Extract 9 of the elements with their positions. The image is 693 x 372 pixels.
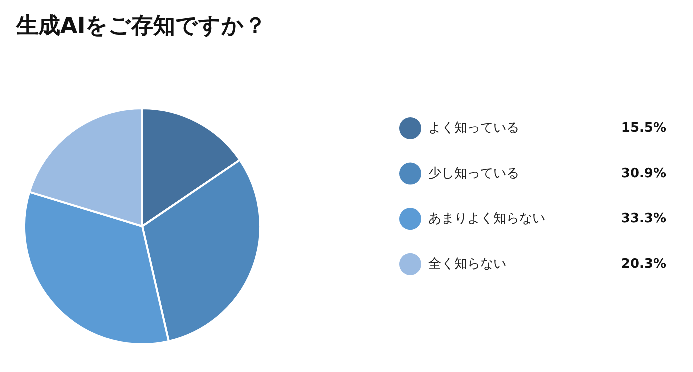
data-label: 20.3% [621,256,667,272]
data-label: 30.9% [621,166,667,182]
legend-label: あまりよく知らない [428,212,546,227]
legend-label: よく知っている [428,121,520,136]
chart-title: 生成AIをご存知ですか？ [16,14,267,39]
legend-label: 全く知らない [428,256,506,272]
data-label: 15.5% [621,121,667,136]
data-label: 33.3% [621,212,667,227]
legend-label: 少し知っている [428,166,520,182]
